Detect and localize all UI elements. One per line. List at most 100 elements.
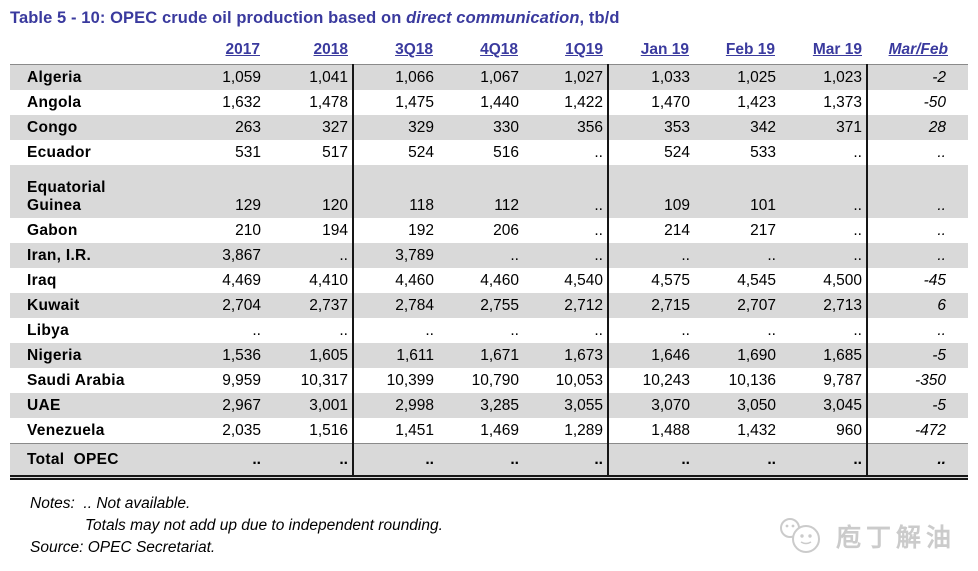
row-label: Equatorial Guinea	[10, 165, 180, 218]
value-cell: -472	[914, 421, 946, 439]
value-cell: 3,050	[694, 393, 780, 418]
value-cell: 214	[664, 221, 690, 239]
total-row: Total OPEC..................	[10, 443, 968, 480]
value-cell: 210	[235, 221, 261, 239]
value-cell: 1,289	[523, 418, 609, 444]
value-cell: 4,469	[222, 271, 261, 289]
value-cell: 1,440	[480, 93, 519, 111]
row-label: Gabon	[27, 221, 78, 239]
value-cell: 1,469	[480, 421, 519, 439]
value-cell: 120	[265, 165, 354, 218]
row-label: Nigeria	[10, 343, 180, 368]
value-cell: 1,536	[180, 343, 265, 368]
total-value-cell: ..	[265, 443, 354, 480]
row-label: Algeria	[10, 64, 180, 90]
row-label: Kuwait	[10, 293, 180, 318]
value-cell: 101	[694, 165, 780, 218]
table-row: Kuwait 2,704 2,737 2,784 2,755 2,712 2,715 2,70…	[10, 293, 968, 318]
value-cell: ..	[694, 243, 780, 268]
value-cell: ..	[867, 243, 968, 268]
footnotes: Notes: .. Not available. Totals may not …	[30, 493, 978, 559]
value-cell: 109	[608, 165, 694, 218]
value-cell: 6	[867, 293, 968, 318]
value-cell: 1,470	[651, 93, 690, 111]
value-cell: 4,500	[780, 268, 868, 293]
value-cell: 371	[780, 115, 868, 140]
value-cell: 10,399	[386, 371, 434, 389]
table-row: Angola 1,632 1,478 1,475 1,440 1,422 1,470 1,42…	[10, 90, 968, 115]
title-suffix: , tb/d	[579, 9, 620, 27]
total-value-cell: ..	[867, 443, 968, 480]
value-cell: ..	[252, 321, 261, 339]
value-cell: 3,055	[523, 393, 609, 418]
column-header: 2018	[313, 41, 348, 58]
row-label: Iraq	[27, 271, 57, 289]
row-label: Ecuador	[27, 143, 92, 161]
total-value-cell: ..	[438, 443, 523, 480]
table-row: Equatorial Guinea 129 120 118 112.. 109 101...…	[10, 165, 968, 218]
value-cell: 194	[265, 218, 354, 243]
column-header: Mar/Feb	[888, 41, 948, 58]
value-cell: 1,025	[694, 64, 780, 90]
table-row: Libya..................	[10, 318, 968, 343]
value-cell: 1,605	[265, 343, 354, 368]
value-cell: ..	[523, 165, 609, 218]
column-header: Feb 19	[725, 41, 775, 58]
column-header: 1Q19	[565, 41, 603, 58]
value-cell: 4,460	[480, 271, 519, 289]
value-cell: 1,685	[780, 343, 868, 368]
value-cell: ..	[780, 218, 868, 243]
column-header-spacer	[10, 41, 180, 65]
column-header: 2017	[225, 41, 260, 58]
value-cell: ..	[780, 140, 868, 165]
value-cell: -5	[867, 393, 968, 418]
value-cell: ..	[937, 143, 946, 161]
value-cell: 531	[235, 143, 261, 161]
value-cell: ..	[681, 321, 690, 339]
value-cell: 1,632	[222, 93, 261, 111]
value-cell: 1,451	[395, 421, 434, 439]
table-row: Iraq 4,469 4,410 4,460 4,460 4,540 4,575 4,545 4…	[10, 268, 968, 293]
value-cell: 192	[408, 221, 434, 239]
value-cell: 516	[493, 143, 519, 161]
value-cell: 2,035	[222, 421, 261, 439]
value-cell: 2,713	[780, 293, 868, 318]
value-cell: 1,646	[608, 343, 694, 368]
value-cell: 524	[664, 143, 690, 161]
value-cell: 3,045	[780, 393, 868, 418]
total-value-cell: ..	[608, 443, 694, 480]
value-cell: -2	[867, 64, 968, 90]
column-header: 3Q18	[395, 41, 433, 58]
value-cell: 353	[608, 115, 694, 140]
row-label: Angola	[27, 93, 82, 111]
table-row: Congo 263 327 329 330 356 353 342 371 28	[10, 115, 968, 140]
value-cell: 1,373	[780, 90, 868, 115]
row-label: Saudi Arabia	[27, 371, 125, 389]
value-cell: 342	[694, 115, 780, 140]
value-cell: -45	[923, 271, 946, 289]
value-cell: ..	[937, 221, 946, 239]
value-cell: 960	[780, 418, 868, 444]
value-cell: -50	[923, 93, 946, 111]
value-cell: 1,067	[438, 64, 523, 90]
value-cell: ..	[767, 321, 776, 339]
note-rounding: Totals may not add up due to independent…	[85, 517, 443, 534]
value-cell: 1,059	[180, 64, 265, 90]
value-cell: 2,784	[353, 293, 438, 318]
column-header: Mar 19	[812, 41, 862, 58]
page-title: Table 5 - 10: OPEC crude oil production …	[10, 9, 978, 28]
value-cell: 327	[265, 115, 354, 140]
watermark-text: 庖丁解油	[835, 524, 956, 552]
paoding-jieyou-logo-icon	[779, 518, 820, 553]
table-row: Gabon 210 194 192 206.. 214 217....	[10, 218, 968, 243]
value-cell: 3,285	[438, 393, 523, 418]
table-row: Iran, I.R. 3,867.. 3,789............	[10, 243, 968, 268]
total-value-cell: ..	[780, 443, 868, 480]
value-cell: 118	[353, 165, 438, 218]
table-row: Algeria 1,059 1,041 1,066 1,067 1,027 1,033 1,0…	[10, 64, 968, 90]
title-prefix: Table 5 - 10: OPEC crude oil production …	[10, 9, 407, 27]
value-cell: 1,423	[737, 93, 776, 111]
total-label: Total OPEC	[10, 443, 180, 480]
opec-production-table: 2017 2018 3Q18 4Q18 1Q19 Jan 19 Feb 19 Mar 19 Ma…	[10, 41, 968, 480]
row-label: Libya	[27, 321, 69, 339]
